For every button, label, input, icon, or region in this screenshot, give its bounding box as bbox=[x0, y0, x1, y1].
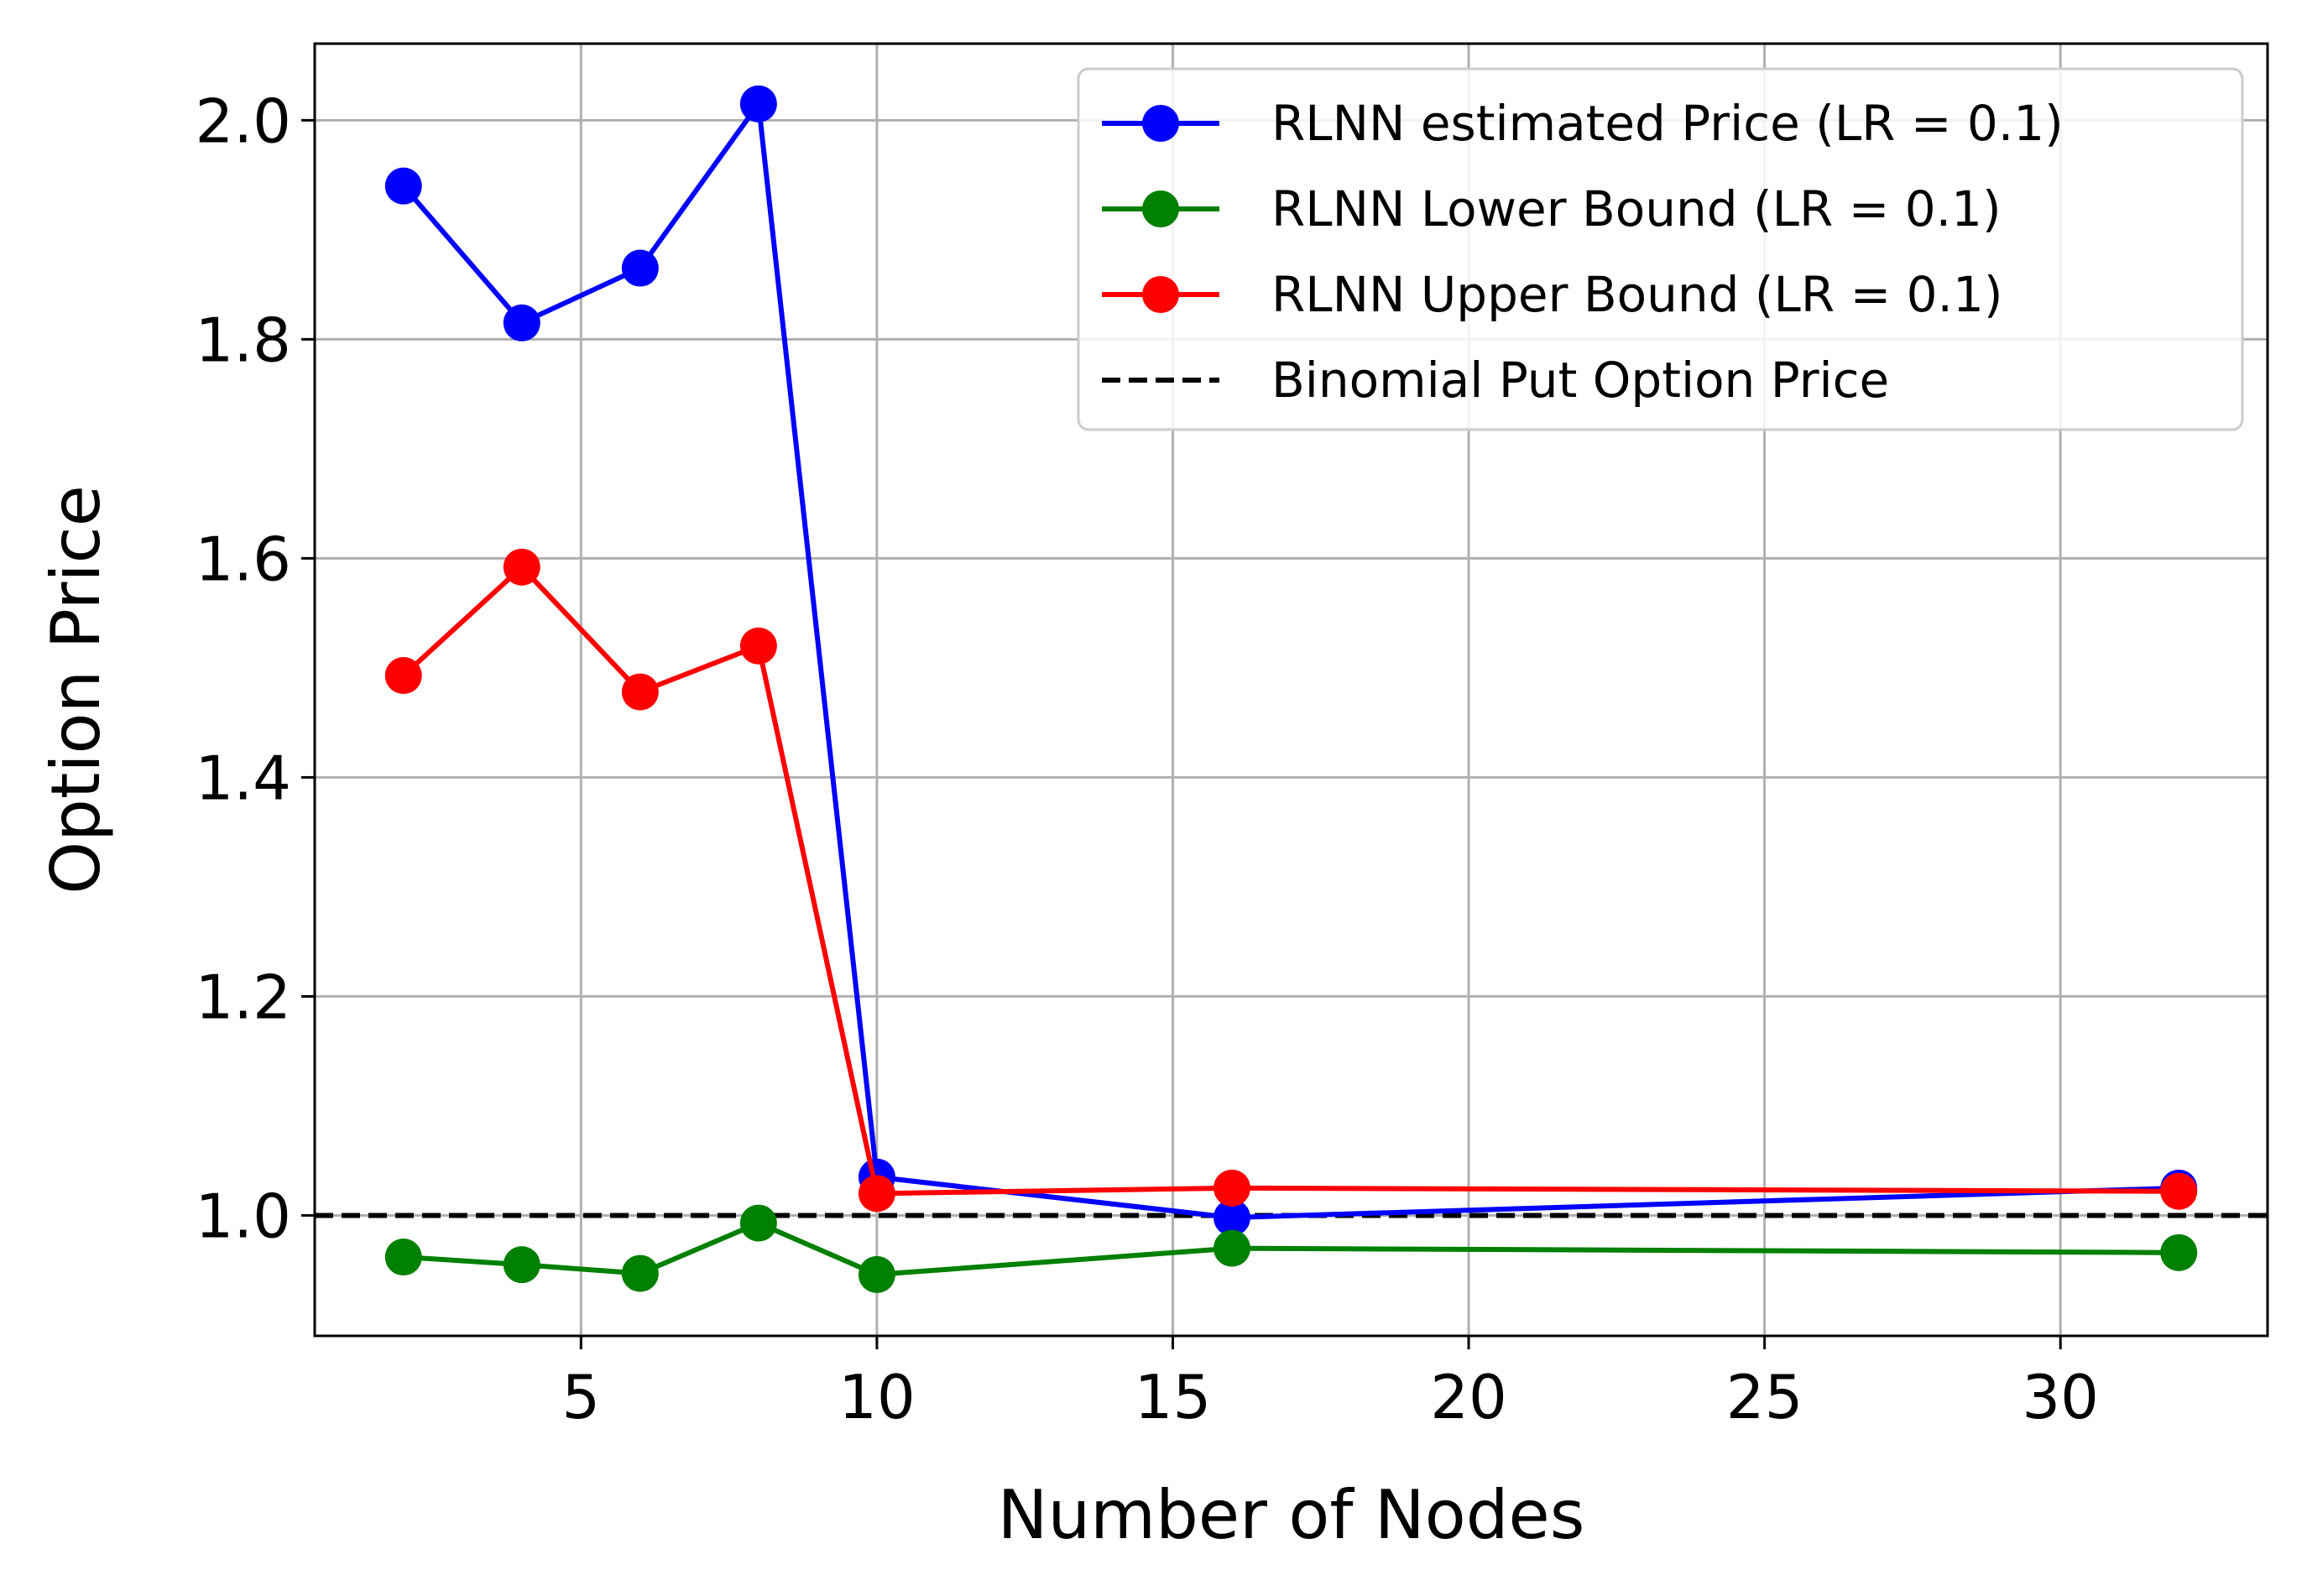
legend-entry: RLNN Upper Bound (LR = 0.1) bbox=[1102, 266, 2003, 323]
legend-box bbox=[1077, 67, 2244, 431]
data-point bbox=[2160, 1234, 2198, 1271]
ticks: 5 10 15 20 25 30 1.0 1.2 1.4 1.6 1.8 2.0 bbox=[195, 86, 2099, 1432]
data-point bbox=[739, 85, 777, 123]
legend-entry: RLNN Lower Bound (LR = 0.1) bbox=[1102, 180, 2002, 237]
y-tick-label: 1.4 bbox=[195, 743, 291, 813]
data-point bbox=[621, 1254, 659, 1292]
legend-label: RLNN Upper Bound (LR = 0.1) bbox=[1271, 266, 2003, 323]
series-1 bbox=[384, 1204, 2198, 1293]
data-point bbox=[503, 304, 540, 342]
data-point bbox=[503, 548, 540, 586]
legend-entry: Binomial Put Option Price bbox=[1102, 352, 1889, 409]
data-point bbox=[858, 1255, 895, 1293]
data-point bbox=[621, 249, 659, 287]
legend-label: Binomial Put Option Price bbox=[1271, 352, 1889, 409]
x-tick-label: 5 bbox=[561, 1362, 600, 1432]
y-axis-label: Option Price bbox=[37, 485, 115, 894]
x-tick-label: 15 bbox=[1135, 1362, 1212, 1432]
data-point bbox=[384, 657, 422, 695]
y-tick-label: 2.0 bbox=[195, 86, 291, 156]
series-2 bbox=[384, 548, 2198, 1213]
data-point bbox=[858, 1175, 895, 1213]
legend-swatch-marker bbox=[1142, 190, 1179, 227]
x-tick-label: 20 bbox=[1430, 1362, 1507, 1432]
series-layer bbox=[384, 85, 2198, 1293]
series-0 bbox=[384, 85, 2198, 1237]
x-tick-label: 10 bbox=[838, 1362, 916, 1432]
data-point bbox=[1213, 1169, 1250, 1207]
plot-frame bbox=[313, 42, 2269, 1338]
legend: RLNN estimated Price (LR = 0.1) RLNN Lowe… bbox=[1077, 67, 2244, 431]
data-point bbox=[2160, 1172, 2198, 1210]
data-point bbox=[503, 1246, 540, 1284]
y-tick-label: 1.8 bbox=[195, 305, 291, 375]
y-tick-label: 1.2 bbox=[195, 962, 291, 1032]
data-point bbox=[621, 673, 659, 711]
data-point bbox=[739, 627, 777, 665]
x-tick-label: 25 bbox=[1726, 1362, 1803, 1432]
data-point bbox=[384, 1239, 422, 1276]
legend-entry: RLNN estimated Price (LR = 0.1) bbox=[1102, 95, 2064, 152]
x-axis-label: Number of Nodes bbox=[998, 1476, 1585, 1554]
legend-swatch-marker bbox=[1142, 276, 1179, 313]
legend-label: RLNN Lower Bound (LR = 0.1) bbox=[1271, 180, 2002, 237]
data-point bbox=[739, 1204, 777, 1242]
x-tick-label: 30 bbox=[2022, 1362, 2099, 1432]
data-point bbox=[1213, 1199, 1250, 1237]
y-tick-label: 1.0 bbox=[195, 1181, 291, 1251]
legend-label: RLNN estimated Price (LR = 0.1) bbox=[1271, 95, 2064, 152]
data-point bbox=[1213, 1229, 1250, 1267]
legend-swatch-marker bbox=[1142, 105, 1179, 142]
y-tick-label: 1.6 bbox=[195, 524, 291, 594]
data-point bbox=[384, 167, 422, 205]
